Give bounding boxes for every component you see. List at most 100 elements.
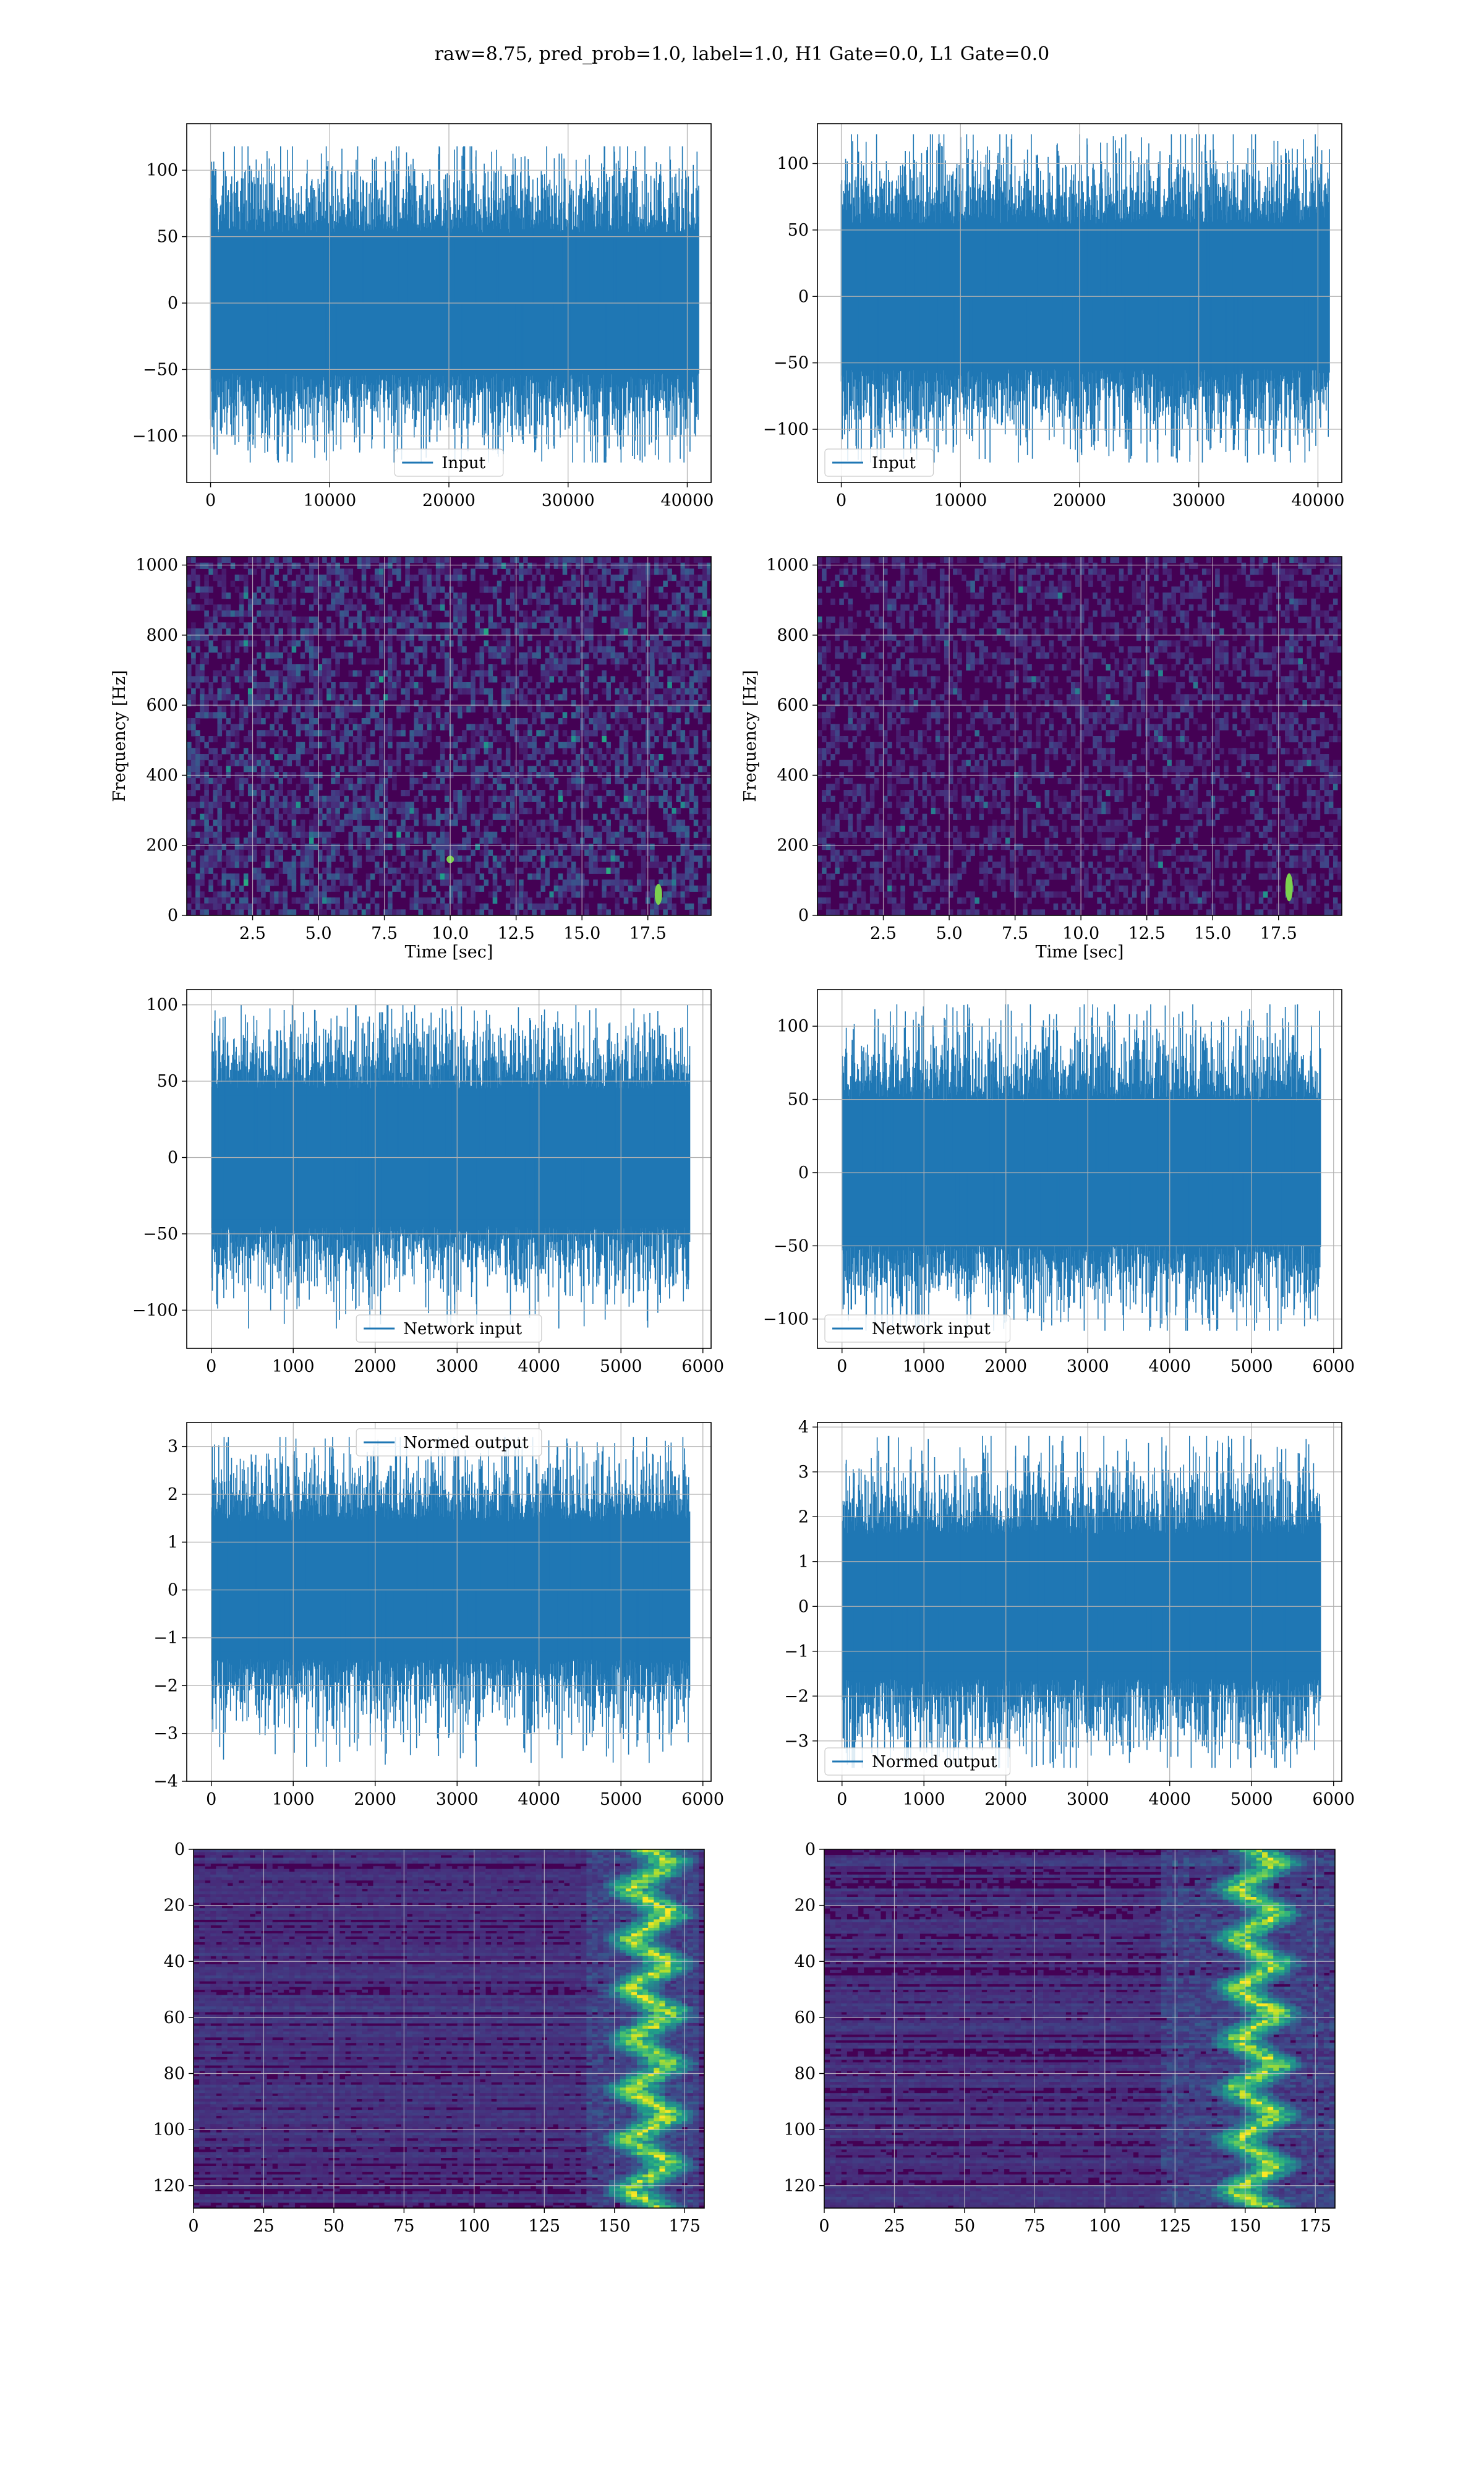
x-tick-label: 5.0 xyxy=(305,924,332,943)
x-tick-label: 30000 xyxy=(1172,491,1226,510)
plot-area xyxy=(817,124,1342,482)
x-tick-label: 3000 xyxy=(1067,1790,1109,1809)
x-tick-label: 0 xyxy=(819,2217,829,2236)
legend-box xyxy=(824,1314,1011,1343)
y-tick-label: 400 xyxy=(777,766,809,785)
legend-box xyxy=(356,1314,542,1343)
y-tick-label: 600 xyxy=(777,696,809,715)
axes-frame xyxy=(817,556,1342,916)
x-tick-label: 0 xyxy=(206,1357,216,1376)
figure-title: raw=8.75, pred_prob=1.0, label=1.0, H1 G… xyxy=(0,43,1484,65)
y-tick-label: −4 xyxy=(153,1772,178,1791)
x-tick-label: 175 xyxy=(668,2217,701,2236)
y-tick-label: −100 xyxy=(763,1310,809,1329)
legend: Network input xyxy=(356,1314,542,1343)
y-tick-label: 120 xyxy=(783,2177,816,2196)
x-tick-label: 3000 xyxy=(1067,1357,1109,1376)
y-tick-label: 0 xyxy=(168,1148,178,1167)
plot-area xyxy=(187,124,711,482)
x-tick-label: 25 xyxy=(884,2217,905,2236)
x-tick-label: 6000 xyxy=(681,1357,724,1376)
legend-label: Input xyxy=(441,454,485,473)
y-tick-label: 20 xyxy=(795,1896,816,1915)
x-tick-label: 17.5 xyxy=(629,924,667,943)
x-tick-label: 0 xyxy=(188,2217,198,2236)
plot-area xyxy=(817,557,1342,915)
y-tick-label: 0 xyxy=(168,294,178,313)
y-tick-label: 0 xyxy=(798,287,809,306)
x-tick-label: 1000 xyxy=(903,1790,945,1809)
y-tick-label: 200 xyxy=(777,836,809,855)
bright-feature xyxy=(1285,873,1293,902)
y-tick-label: 2 xyxy=(798,1507,809,1526)
x-tick-label: 5000 xyxy=(1230,1357,1273,1376)
chart-l1-input: 0 10000 20000 30000 40000 −100 −50 0 50 100 Input xyxy=(763,123,1345,510)
x-tick-label: 150 xyxy=(599,2217,631,2236)
legend: Input xyxy=(394,448,504,477)
x-tick-label: 2.5 xyxy=(870,924,897,943)
y-tick-label: 2 xyxy=(168,1485,178,1504)
grid xyxy=(187,557,711,915)
chart-l1-feature-map: 0 25 50 75 100 125 150 175 0 20 40 60 80 100 120 xyxy=(783,1840,1336,2236)
y-axis-label: Frequency [Hz] xyxy=(741,670,760,802)
x-tick-label: 3000 xyxy=(436,1357,479,1376)
heatmap-cells xyxy=(824,1849,1335,2208)
x-tick-label: 12.5 xyxy=(498,924,535,943)
grid xyxy=(824,1849,1335,2208)
legend-label: Network input xyxy=(872,1320,991,1338)
x-tick-label: 6000 xyxy=(1312,1357,1355,1376)
y-tick-label: 100 xyxy=(146,996,178,1015)
x-tick-label: 75 xyxy=(393,2217,414,2236)
y-tick-label: −100 xyxy=(763,420,809,439)
x-tick-label: 15.0 xyxy=(1194,924,1231,943)
x-tick-label: 75 xyxy=(1024,2217,1045,2236)
y-tick-label: −50 xyxy=(143,360,178,379)
y-tick-label: 100 xyxy=(783,2120,816,2139)
axes-frame xyxy=(186,556,712,916)
x-tick-label: 5.0 xyxy=(936,924,963,943)
y-tick-label: 40 xyxy=(164,1952,185,1971)
chart-l1-normed-output: 0 1000 2000 3000 4000 5000 6000 −3 −2 −1 0 1 2 3 4 Norm… xyxy=(784,1418,1355,1809)
y-tick-label: 50 xyxy=(788,221,809,240)
x-tick-label: 3000 xyxy=(436,1790,479,1809)
axes-frame xyxy=(186,1422,712,1782)
y-tick-label: 0 xyxy=(798,1597,809,1616)
y-tick-label: 3 xyxy=(798,1463,809,1482)
legend-label: Normed output xyxy=(403,1434,529,1452)
y-tick-label: −50 xyxy=(774,354,809,373)
grid xyxy=(817,990,1342,1348)
y-tick-label: −2 xyxy=(784,1687,809,1706)
axes-frame xyxy=(824,1849,1336,2209)
y-tick-label: 50 xyxy=(788,1090,809,1110)
y-tick-label: 1 xyxy=(798,1552,809,1572)
plot-area xyxy=(187,1423,711,1781)
x-tick-label: 2000 xyxy=(984,1790,1027,1809)
x-tick-label: 2.5 xyxy=(239,924,266,943)
chart-h1-normed-output: 0 1000 2000 3000 4000 5000 6000 −4 −3 −2 −1 0 1 2 3 Nor… xyxy=(153,1422,724,1809)
x-tick-label: 4000 xyxy=(1148,1357,1191,1376)
chart-l1-spectrogram: 2.5 5.0 7.5 10.0 12.5 15.0 17.5 0 200 400 600 800 10… xyxy=(741,556,1342,962)
x-tick-label: 125 xyxy=(1159,2217,1192,2236)
y-tick-label: 1000 xyxy=(766,556,809,575)
y-tick-label: −3 xyxy=(784,1732,809,1751)
x-tick-label: 2000 xyxy=(354,1790,396,1809)
grid xyxy=(187,990,711,1348)
y-tick-label: −100 xyxy=(132,427,178,446)
y-tick-label: 100 xyxy=(777,1017,809,1036)
y-tick-label: 100 xyxy=(153,2120,185,2139)
y-tick-label: 80 xyxy=(164,2065,185,2084)
heatmap-cells xyxy=(187,557,711,915)
x-tick-label: 0 xyxy=(837,1790,847,1809)
x-tick-label: 40000 xyxy=(661,491,714,510)
legend: Input xyxy=(824,448,934,477)
x-tick-label: 7.5 xyxy=(1002,924,1028,943)
y-tick-label: −50 xyxy=(143,1225,178,1244)
y-tick-label: 60 xyxy=(164,2008,185,2027)
legend: Network input xyxy=(824,1314,1011,1343)
bright-feature xyxy=(654,884,662,905)
y-tick-label: 200 xyxy=(146,836,178,855)
x-tick-label: 40000 xyxy=(1292,491,1345,510)
y-tick-label: 50 xyxy=(157,228,178,247)
y-tick-label: 20 xyxy=(164,1896,185,1915)
grid xyxy=(817,1423,1342,1781)
